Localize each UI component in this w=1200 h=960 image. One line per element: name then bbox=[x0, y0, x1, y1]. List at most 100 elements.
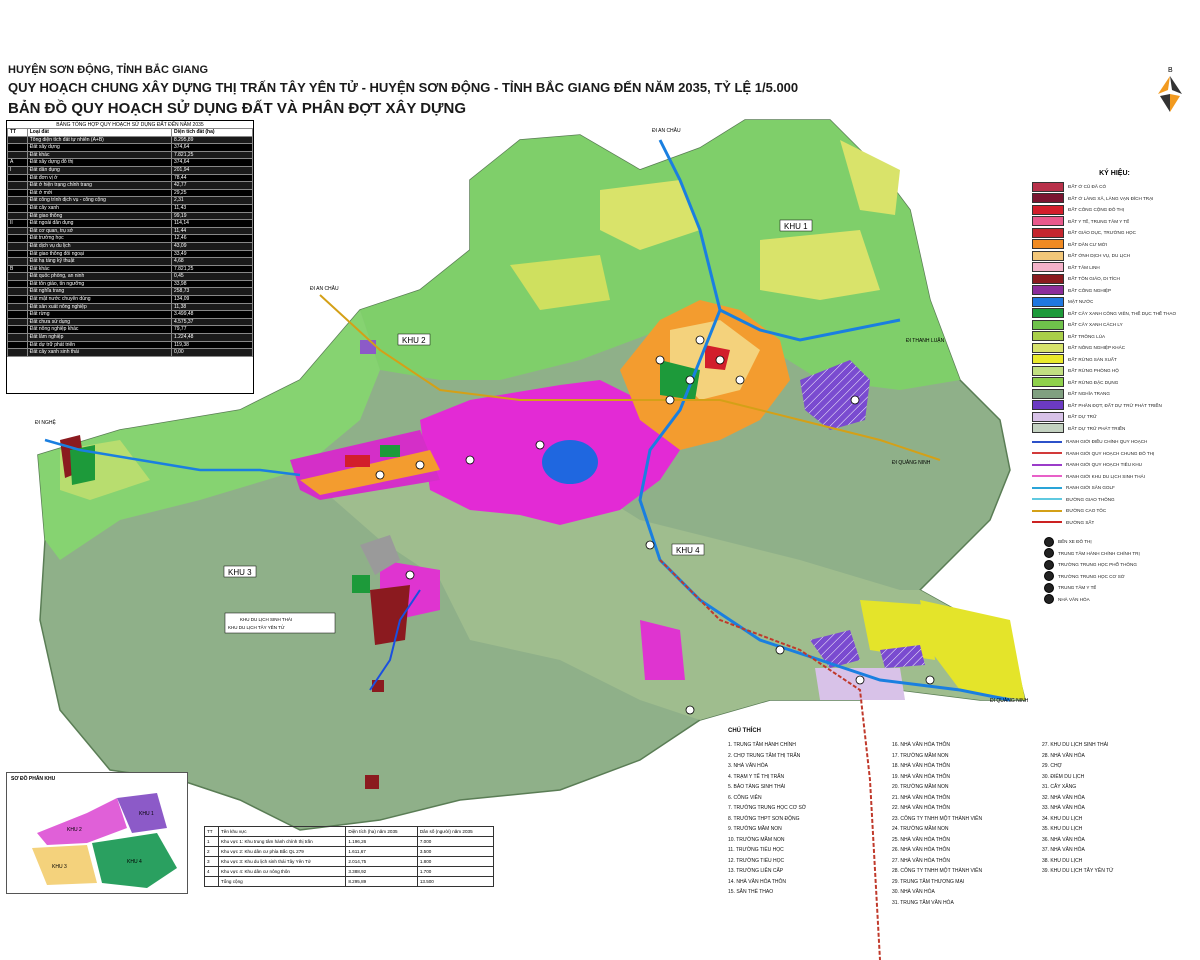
note-item: 4. TRẠM Y TẾ THỊ TRẤN bbox=[728, 773, 785, 780]
facility-marker-icon bbox=[1044, 594, 1054, 605]
legend-label: ĐẤT CÔNG CỘNG ĐÔ THỊ bbox=[1068, 207, 1124, 213]
stats-cell-name: Đất ở hiện trạng chỉnh trang bbox=[26, 181, 172, 190]
note-item: 18. NHÀ VĂN HÓA THÔN bbox=[892, 763, 950, 769]
main-river bbox=[638, 139, 1011, 702]
stats-cell-v: 99,19 bbox=[170, 211, 254, 221]
yellow-forest-center bbox=[860, 600, 935, 660]
note-item: 30. NHÀ VĂN HÓA bbox=[892, 889, 935, 895]
road-south bbox=[659, 559, 881, 960]
stats-cell-tt bbox=[7, 295, 28, 304]
stats-row: Tổng diện tích đất tự nhiên (A+B) 8.295,8… bbox=[7, 135, 254, 145]
legend-line-item: ĐƯỜNG SẮT bbox=[1032, 517, 1197, 529]
label-far-west: ĐI NGHỆ bbox=[35, 418, 57, 426]
legend-label: ĐẤT TÂM LINH bbox=[1068, 264, 1100, 270]
zone-table-row: 4 Khu vực 4: Khu dân cư nông thôn 3.388,92… bbox=[204, 866, 495, 877]
zone-cell-name: Khu vực 2: Khu dân cư phía Bắc QL 279 bbox=[217, 846, 347, 857]
legend-line-symbol bbox=[1032, 452, 1062, 455]
stats-row: Đất công trình dịch vụ - công cộng 2,31 bbox=[7, 196, 254, 205]
zone-label-khu3: KHU 3 bbox=[228, 568, 252, 577]
stats-cell-tt bbox=[7, 310, 28, 319]
legend-swatch bbox=[1032, 308, 1064, 319]
stats-cell-v: 4.575,37 bbox=[170, 317, 254, 327]
zone-cell-tt: 2 bbox=[204, 846, 219, 857]
legend-item: ĐẤT DÂN CƯ MỚI bbox=[1032, 239, 1197, 251]
stats-cell-tt: II bbox=[7, 219, 28, 228]
stats-cell-name: Đất dự trữ phát triển bbox=[26, 340, 172, 350]
stats-col-tt: TT bbox=[7, 128, 28, 137]
legend-swatch bbox=[1032, 400, 1064, 411]
legend-swatch bbox=[1032, 227, 1064, 238]
label-west-road: ĐI AN CHÂU bbox=[310, 285, 339, 292]
south-river bbox=[369, 589, 421, 691]
legend-label: ĐẤT GIÁO DỤC, TRƯỜNG HỌC bbox=[1068, 230, 1136, 236]
mini-khu3 bbox=[32, 845, 97, 885]
note-item: 35. KHU DU LỊCH bbox=[1042, 826, 1083, 832]
zone-cell-area: 1.611,67 bbox=[345, 846, 418, 857]
stats-cell-tt bbox=[7, 302, 28, 312]
legend-label: ĐẤT PHÂN ĐỢT, ĐẤT DỰ TRỮ PHÁT TRIỂN bbox=[1068, 402, 1162, 408]
legend-title: KÝ HIỆU: bbox=[1099, 170, 1130, 177]
zone-cell-pop: 3.500 bbox=[416, 846, 495, 857]
facility-marker-icon bbox=[1044, 571, 1054, 582]
note-item: 7. TRƯỜNG TRUNG HỌC CƠ SỞ bbox=[728, 805, 807, 811]
stats-cell-name: Đất xây dựng đô thị bbox=[26, 158, 172, 167]
stats-title: BẢNG TỔNG HỢP QUY HOẠCH SỬ DỤNG ĐẤT ĐẾN … bbox=[56, 122, 204, 128]
legend-marker-item: BẾN XE ĐÔ THỊ bbox=[1032, 536, 1197, 548]
legend-label: ĐẤT NGHĨA TRANG bbox=[1068, 391, 1110, 397]
notes-panel: CHÚ THÍCH 1. TRUNG TÂM HÀNH CHÍNH 2. CHỢ … bbox=[728, 728, 1200, 908]
label-park-b: KHU DU LỊCH TÂY YÊN TỬ bbox=[228, 623, 285, 630]
facility-markers bbox=[375, 335, 935, 715]
note-item: 1. TRUNG TÂM HÀNH CHÍNH bbox=[728, 742, 796, 748]
stats-cell-v: 374,64 bbox=[170, 143, 254, 152]
legend-line-item: RANH GIỚI KHU DU LỊCH SINH THÁI bbox=[1032, 471, 1197, 483]
note-item: 15. SÂN THỂ THAO bbox=[728, 889, 774, 895]
urban-block-b bbox=[380, 445, 400, 457]
note-item: 13. TRƯỜNG LIÊN CẤP bbox=[728, 868, 784, 874]
legend-marker-label: NHÀ VĂN HÓA bbox=[1058, 596, 1090, 602]
stats-cell-name: Tổng diện tích đất tự nhiên (A+B) bbox=[26, 135, 172, 145]
stats-cell-name: Đất dịch vụ du lịch bbox=[26, 241, 172, 251]
legend-label: ĐẤT Ở CŨ ĐÃ CÓ bbox=[1068, 184, 1107, 190]
note-item: 29. TRUNG TÂM THƯƠNG MẠI bbox=[892, 878, 965, 885]
stats-cell-tt bbox=[7, 257, 28, 266]
legend-marker-label: TRƯỜNG TRUNG HỌC PHỔ THÔNG bbox=[1058, 562, 1137, 568]
note-item: 10. TRƯỜNG MẦM NON bbox=[728, 836, 785, 843]
mini-khu1 bbox=[117, 793, 167, 833]
industrial-south bbox=[810, 630, 860, 668]
legend-swatch bbox=[1032, 296, 1064, 307]
zone-cell-area: 2.014,75 bbox=[345, 856, 418, 867]
zone-cell-name: Khu vực 1: Khu trung tâm hành chính thị … bbox=[217, 836, 347, 847]
label-east: ĐI THANH LUẬN bbox=[906, 337, 945, 344]
stats-cell-v: 4,68 bbox=[170, 257, 254, 266]
stats-row: Đất rừng 3.499,48 bbox=[7, 310, 254, 319]
facility-marker-icon bbox=[1044, 536, 1054, 547]
legend-marker-label: TRUNG TÂM Y TẾ bbox=[1058, 585, 1097, 591]
stats-cell-tt bbox=[7, 196, 28, 205]
stats-cell-tt: I bbox=[7, 165, 28, 175]
stats-cell-tt bbox=[7, 317, 28, 327]
main-road bbox=[319, 294, 941, 461]
note-item: 27. NHÀ VĂN HÓA THÔN bbox=[892, 857, 950, 864]
stats-cell-name: Đất hạ tầng kỹ thuật bbox=[26, 257, 172, 266]
stats-cell-name: Đất tôn giáo, tín ngưỡng bbox=[26, 279, 172, 289]
stats-row: Đất ở mới 29,25 bbox=[7, 188, 254, 198]
label-east2: ĐI QUẢNG NINH bbox=[892, 459, 931, 466]
industrial-west bbox=[370, 585, 410, 645]
stats-cell-v: 33,98 bbox=[170, 279, 254, 289]
note-item: 24. TRƯỜNG MẦM NON bbox=[892, 826, 949, 832]
legend-label: ĐẤT Ở LÀNG XÃ, LÀNG VẠN ĐÍCH TRẠI bbox=[1068, 195, 1154, 201]
stats-cell-v: 79,77 bbox=[170, 325, 254, 335]
legend-swatch bbox=[1032, 239, 1064, 250]
legend-marker-item: TRƯỜNG TRUNG HỌC PHỔ THÔNG bbox=[1032, 559, 1197, 571]
stats-row: Đất trường học 12,46 bbox=[7, 234, 254, 243]
zone-table-header: TT Tên khu vực Diện tích (ha) năm 2035 D… bbox=[204, 826, 495, 837]
stats-row: Đất ở hiện trạng chỉnh trang 42,77 bbox=[7, 181, 254, 190]
zone-label-khu4: KHU 4 bbox=[676, 546, 700, 555]
note-item: 26. NHÀ VĂN HÓA THÔN bbox=[892, 847, 950, 853]
mini-khu2 bbox=[37, 798, 127, 845]
stats-row: Đất nghĩa trang 258,73 bbox=[7, 287, 254, 297]
legend-swatch bbox=[1032, 273, 1064, 284]
legend-label: ĐẤT CÂY XANH CÔNG VIÊN, THỂ DỤC THỂ THAO bbox=[1068, 310, 1177, 316]
legend-label: MẶT NƯỚC bbox=[1068, 299, 1094, 305]
